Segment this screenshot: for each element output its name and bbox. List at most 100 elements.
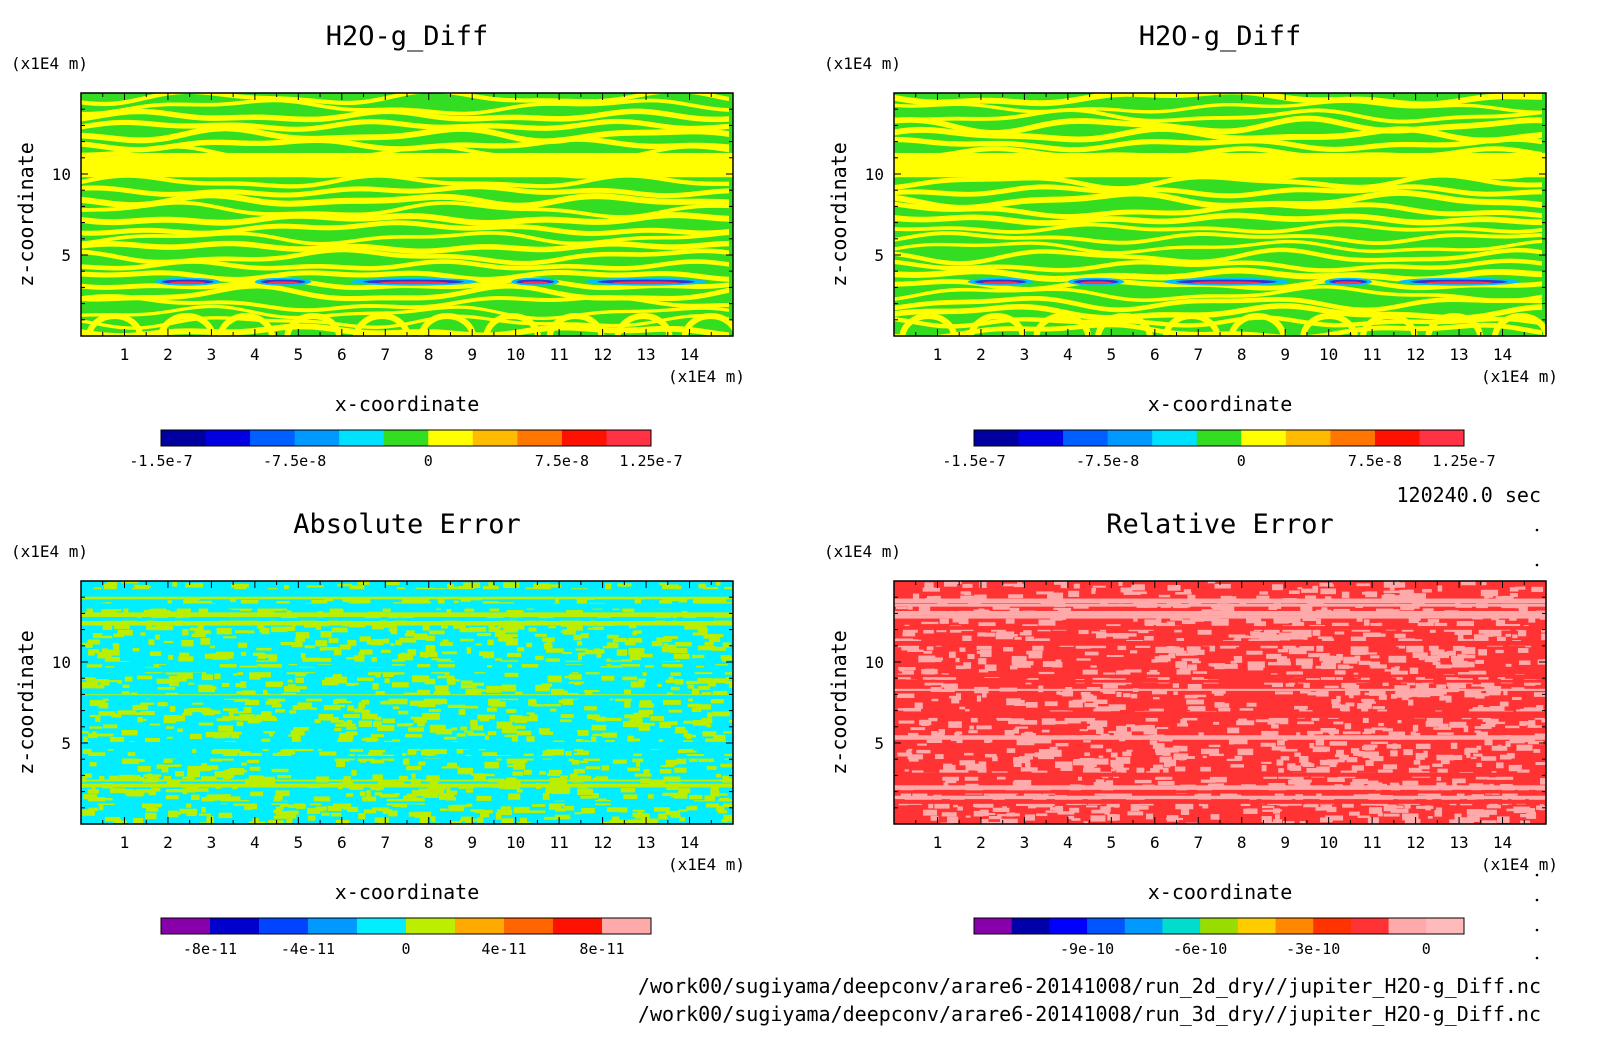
heatmap-speckle: [1333, 608, 1350, 612]
heatmap-speckle: [580, 633, 589, 639]
heatmap-speckle: [1527, 725, 1542, 728]
heatmap-speckle: [1320, 675, 1336, 681]
heatmap-band: [81, 152, 733, 178]
heatmap-speckle: [1505, 740, 1511, 747]
heatmap-speckle: [1069, 807, 1080, 813]
heatmap-speckle: [501, 660, 519, 663]
colorbar-swatch: [357, 918, 407, 934]
heatmap-speckle: [686, 680, 699, 685]
heatmap-speckle: [1233, 656, 1243, 660]
heatmap-speckle: [974, 594, 987, 600]
heatmap-speckle: [422, 792, 439, 798]
heatmap-speckle: [1512, 634, 1518, 639]
heatmap-speckle: [1079, 729, 1089, 732]
heatmap-speckle: [1248, 639, 1266, 643]
heatmap-speckle: [1214, 666, 1225, 670]
heatmap-speckle: [606, 807, 620, 812]
heatmap-speckle: [1435, 664, 1452, 669]
colorbar-swatch: [1152, 430, 1198, 446]
heatmap-speckle: [1416, 805, 1434, 809]
heatmap-speckle: [521, 663, 539, 671]
heatmap-speckle: [923, 650, 933, 654]
heatmap-speckle: [1013, 583, 1024, 588]
heatmap-speckle: [1480, 676, 1489, 679]
heatmap-speckle: [627, 767, 640, 772]
heatmap-speckle: [199, 813, 211, 816]
heatmap-speckle: [1123, 591, 1141, 595]
heatmap-speckle: [964, 592, 972, 596]
heatmap-speckle: [1291, 776, 1304, 783]
heatmap-speckle: [1102, 683, 1118, 689]
heatmap-speckle: [1427, 619, 1440, 623]
heatmap-speckle: [1234, 659, 1243, 663]
heatmap-speckle: [98, 803, 104, 811]
heatmap-speckle: [390, 627, 398, 635]
heatmap-speckle: [1389, 583, 1395, 591]
heatmap-speckle: [630, 738, 641, 742]
heatmap-speckle: [308, 815, 316, 821]
colorbar-swatch: [308, 918, 358, 934]
heatmap-speckle: [679, 817, 686, 822]
heatmap-speckle: [1020, 720, 1038, 725]
heatmap-speckle: [408, 812, 419, 817]
heatmap-speckle: [446, 784, 451, 792]
heatmap-speckle: [223, 752, 238, 758]
heatmap-speckle: [1180, 719, 1187, 725]
heatmap-speckle: [1111, 768, 1116, 772]
dot-marks: [1535, 528, 1539, 960]
heatmap-speckle: [363, 809, 377, 814]
heatmap-speckle: [1266, 653, 1282, 659]
heatmap-streak: [894, 598, 1546, 604]
heatmap-speckle: [663, 642, 668, 648]
heatmap-speckle: [270, 663, 282, 668]
heatmap-speckle: [1152, 743, 1165, 749]
heatmap-speckle: [257, 622, 264, 629]
heatmap-speckle: [82, 677, 96, 680]
heatmap-streak: [81, 801, 733, 804]
heatmap-band: [81, 173, 729, 189]
x-tick-label: 13: [636, 345, 655, 364]
heatmap-speckle: [968, 600, 982, 607]
heatmap-speckle: [1369, 688, 1386, 696]
heatmap-speckle: [1028, 651, 1043, 659]
heatmap-speckle: [359, 636, 371, 642]
heatmap-speckle: [938, 729, 945, 734]
x-tick-label: 8: [1237, 833, 1247, 852]
heatmap-speckle: [1358, 750, 1363, 757]
heatmap-speckle: [506, 652, 522, 658]
heatmap-band: [894, 295, 1542, 313]
colorbar: -1.5e-7 -7.5e-8 0 7.5e-8 1.25e-7: [129, 429, 683, 470]
heatmap-speckle: [1362, 751, 1379, 759]
heatmap-speckle: [984, 737, 993, 743]
heatmap-speckle: [446, 679, 460, 682]
heatmap-speckle: [433, 747, 447, 755]
heatmap-speckle: [624, 639, 636, 646]
heatmap-speckle: [1336, 675, 1343, 681]
heatmap-speckle: [1016, 738, 1035, 746]
heatmap-speckle: [442, 639, 449, 644]
heatmap-speckle: [413, 716, 427, 723]
heatmap-speckle: [1345, 690, 1361, 696]
heatmap-speckle: [1300, 606, 1313, 613]
heatmap-speckle: [371, 624, 385, 630]
heatmap-speckle: [697, 678, 712, 684]
heatmap-streak: [894, 799, 1546, 804]
heatmap-speckle: [205, 731, 216, 738]
colorbar-swatch: [161, 430, 207, 446]
heatmap-speckle: [1412, 724, 1419, 732]
heatmap-speckle: [698, 685, 710, 690]
heatmap-speckle: [117, 681, 122, 684]
heatmap-speckle: [1428, 643, 1439, 651]
heatmap-speckle: [461, 816, 474, 820]
heatmap-speckle: [89, 762, 97, 767]
heatmap-speckle: [261, 738, 271, 746]
heatmap-speckle: [225, 652, 234, 659]
heatmap-speckle: [1144, 619, 1160, 626]
heatmap-speckle: [1518, 660, 1531, 665]
heatmap-speckle: [1361, 591, 1369, 595]
heatmap-speckle: [1449, 819, 1467, 824]
heatmap-speckle: [1332, 703, 1342, 709]
heatmap-speckle: [168, 654, 174, 660]
heatmap-speckle: [977, 632, 986, 637]
heatmap-speckle: [123, 607, 129, 614]
